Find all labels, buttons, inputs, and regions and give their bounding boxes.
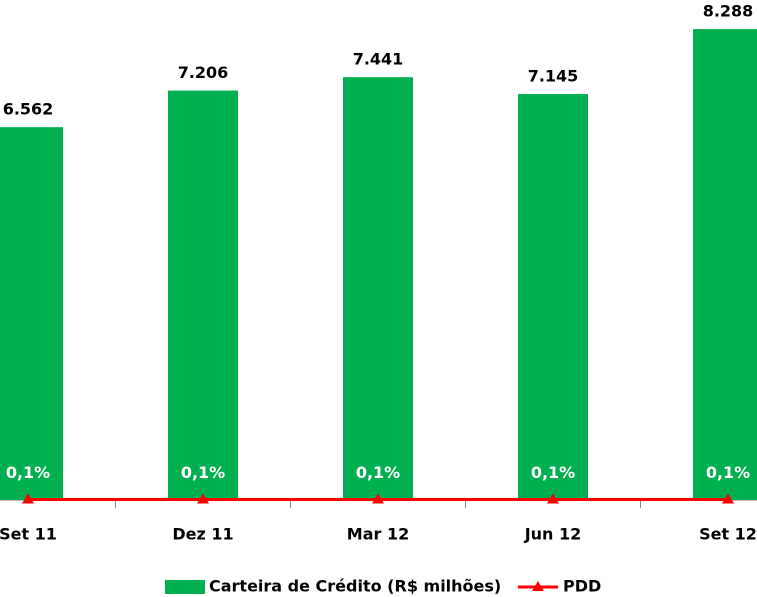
line-value-label: 0,1% — [706, 463, 750, 482]
bar-value-label: 7.206 — [178, 63, 229, 82]
line-value-label: 0,1% — [6, 463, 50, 482]
bar — [343, 77, 413, 500]
bar — [693, 29, 757, 500]
line-value-label: 0,1% — [356, 463, 400, 482]
legend-swatch — [165, 580, 205, 594]
line-marker — [372, 493, 384, 504]
line-marker — [722, 493, 734, 504]
bar — [518, 94, 588, 500]
bar — [168, 90, 238, 501]
x-tick-label: Jun 12 — [524, 525, 582, 544]
line-marker — [22, 493, 34, 504]
legend-swatch — [532, 581, 544, 591]
bar-value-label: 6.562 — [3, 100, 54, 119]
bar-value-label: 7.145 — [528, 67, 579, 86]
legend-label: Carteira de Crédito (R$ milhões) — [209, 577, 501, 596]
x-tick-label: Dez 11 — [172, 525, 233, 544]
bar-value-label: 8.288 — [703, 2, 754, 21]
x-tick-label: Set 11 — [0, 525, 57, 544]
bar — [0, 127, 63, 500]
line-marker — [197, 493, 209, 504]
bar-value-label: 7.441 — [353, 50, 404, 69]
line-marker — [547, 493, 559, 504]
x-tick-label: Set 12 — [699, 525, 757, 544]
x-tick-label: Mar 12 — [347, 525, 409, 544]
line-value-label: 0,1% — [531, 463, 575, 482]
line-value-label: 0,1% — [181, 463, 225, 482]
legend-label: PDD — [563, 577, 601, 596]
